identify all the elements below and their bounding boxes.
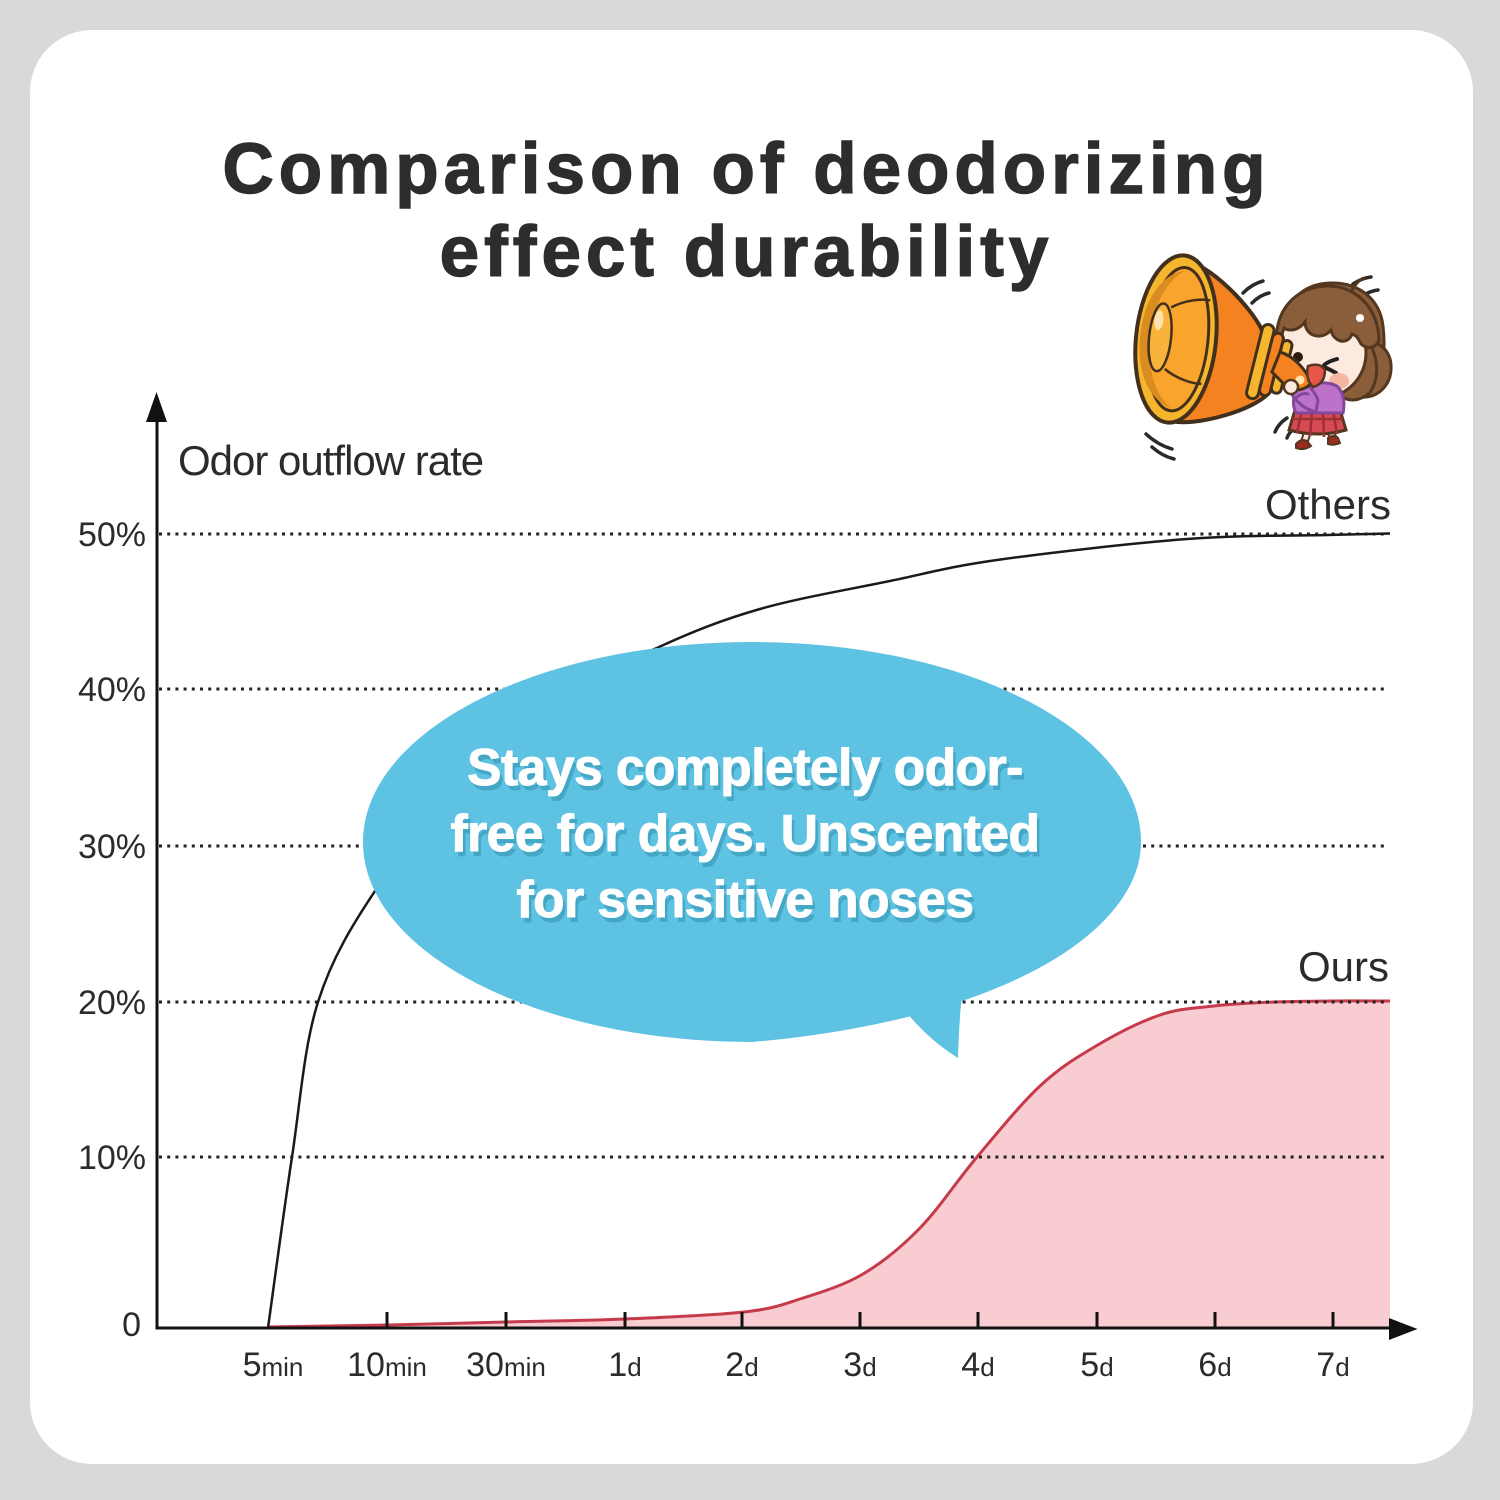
svg-text:10min: 10min	[347, 1346, 427, 1384]
svg-text:5min: 5min	[243, 1346, 304, 1384]
svg-text:30%: 30%	[78, 828, 146, 866]
svg-text:40%: 40%	[78, 671, 146, 709]
svg-text:0: 0	[122, 1306, 141, 1344]
svg-text:Odor outflow rate: Odor outflow rate	[178, 437, 483, 484]
svg-text:6d: 6d	[1198, 1346, 1231, 1384]
svg-text:5d: 5d	[1080, 1346, 1113, 1384]
svg-text:2d: 2d	[725, 1346, 758, 1384]
svg-text:3d: 3d	[843, 1346, 876, 1384]
svg-text:Ours: Ours	[1298, 943, 1389, 990]
svg-text:20%: 20%	[78, 984, 146, 1022]
svg-text:10%: 10%	[78, 1139, 146, 1177]
svg-text:Others: Others	[1265, 481, 1391, 528]
svg-text:30min: 30min	[466, 1346, 546, 1384]
svg-text:1d: 1d	[608, 1346, 641, 1384]
svg-text:4d: 4d	[961, 1346, 994, 1384]
svg-text:50%: 50%	[78, 516, 146, 554]
svg-text:7d: 7d	[1316, 1346, 1349, 1384]
